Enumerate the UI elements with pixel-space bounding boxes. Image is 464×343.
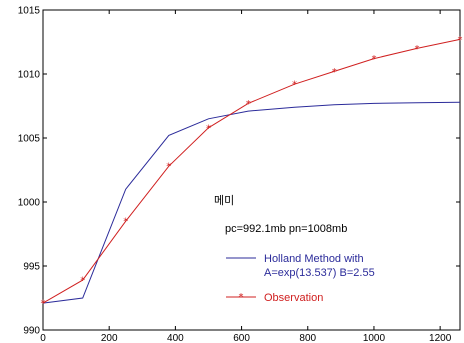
plot-frame [42,9,461,331]
x-tick-label: 0 [40,333,46,343]
observation-point: * [292,80,297,91]
y-tick-label: 1015 [18,6,41,17]
legend-observation-label: Observation [264,292,323,304]
legend-observation-marker: * [239,292,244,303]
observation-point: * [80,276,85,287]
x-tick-label: 1000 [363,333,386,343]
holland-method-line [42,101,461,304]
legend-holland-label-line2: A=exp(13.537) B=2.55 [264,267,375,279]
observation-point: * [206,123,211,134]
legend: Holland Method with A=exp(13.537) B=2.55… [226,253,375,304]
y-tick-label: 1000 [18,198,41,209]
observation-point: * [332,67,337,78]
x-tick-label: 400 [167,333,184,343]
observation-point: * [371,54,376,65]
observation-point: * [166,162,171,173]
observation-point: * [246,99,251,110]
y-tick-label: 990 [23,326,40,337]
storm-name-label: 메미 [214,194,234,207]
series-group: * * * * * * * * * * * [41,35,463,310]
y-tick-label: 1010 [18,70,41,81]
pressure-params-label: pc=992.1mb pn=1008mb [225,223,347,235]
y-tick-label: 995 [23,262,40,273]
x-tick-label: 800 [299,333,316,343]
x-tick-label: 200 [101,333,118,343]
observation-point: * [41,299,46,310]
axes: 0 200 400 600 800 1000 1200 990 995 1000 1005 1010 1… [18,6,460,343]
observation-point: * [123,217,128,228]
legend-holland-label-line1: Holland Method with [264,253,364,265]
y-tick-label: 1005 [18,134,41,145]
observation-line [42,38,461,304]
observation-point: * [414,44,419,55]
observation-point: * [458,35,463,46]
x-tick-label: 1200 [429,333,452,343]
x-tick-label: 600 [233,333,250,343]
